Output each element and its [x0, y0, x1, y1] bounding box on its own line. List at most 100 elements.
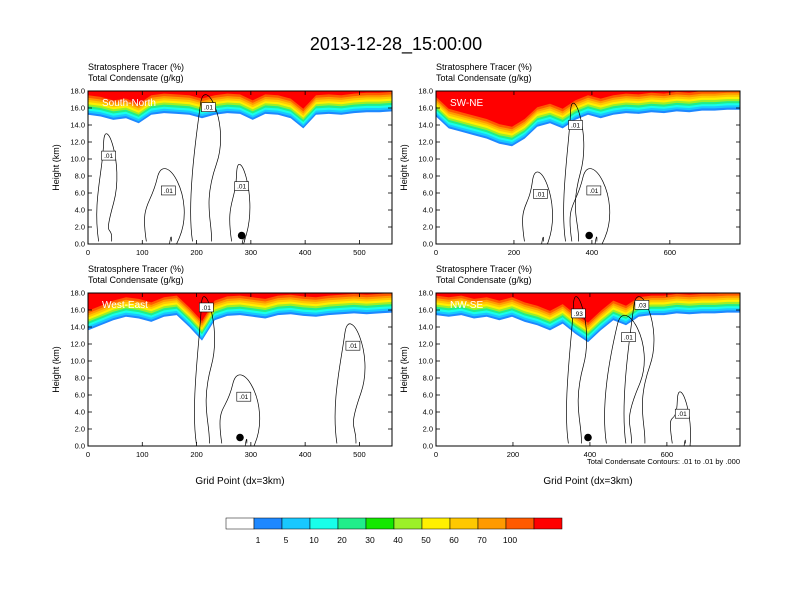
x-tick-label: 200 — [507, 450, 520, 459]
contour-note: Total Condensate Contours: .01 to .01 by… — [587, 457, 740, 466]
y-tick-label: 10.0 — [70, 357, 85, 366]
contour-label-box — [161, 185, 176, 196]
contour-label-box — [345, 340, 361, 351]
field-label-condensate: Total Condensate (g/kg) — [436, 73, 532, 83]
y-axis-label: Height (km) — [51, 346, 61, 393]
y-tick-label: 14.0 — [70, 323, 85, 332]
contour-label: .01 — [202, 305, 211, 312]
field-label-tracer: Stratosphere Tracer (%) — [88, 62, 184, 72]
y-tick-label: 8.0 — [75, 374, 85, 383]
y-tick-label: 12.0 — [418, 138, 433, 147]
condensate-contour-line — [96, 133, 118, 242]
tracer-field — [88, 91, 392, 244]
x-tick-label: 0 — [86, 450, 90, 459]
x-tick-label: 600 — [661, 450, 674, 459]
plot-background — [88, 293, 392, 446]
x-tick-label: 0 — [434, 450, 438, 459]
y-tick-label: 2.0 — [75, 223, 85, 232]
x-tick-label: 100 — [136, 450, 149, 459]
plot-area-south-north: .01 .01 .01 .01 South-North 0.0 2.0 4.0 6.0 8.0 10… — [51, 87, 393, 257]
colorbar-swatch — [281, 517, 311, 530]
contour-label: .93 — [574, 311, 583, 318]
contour-label: .01 — [239, 394, 248, 401]
y-tick-label: 6.0 — [423, 391, 433, 400]
condensate-contour-line — [566, 296, 587, 444]
contour-label-box — [236, 391, 252, 402]
x-axis-label: Grid Point (dx=3km) — [543, 476, 632, 487]
condensate-contour-line — [144, 168, 185, 244]
y-tick-label: 4.0 — [423, 408, 433, 417]
colorbar-label: 100 — [503, 535, 517, 545]
condensate-contour-line — [522, 171, 553, 244]
field-label-tracer: Stratosphere Tracer (%) — [436, 264, 532, 274]
tracer-band-7 — [88, 293, 392, 326]
panel-name: West-East — [102, 300, 148, 311]
y-tick-label: 10.0 — [418, 155, 433, 164]
y-tick-label: 0.0 — [75, 240, 85, 249]
colorbar-swatch — [533, 517, 563, 530]
colorbar-label: 50 — [421, 535, 431, 545]
condensate-contour-line — [604, 315, 645, 444]
colorbar-label: 5 — [284, 535, 289, 545]
panel-south-north: Stratosphere Tracer (%) Total Condensate… — [51, 62, 393, 257]
y-tick-label: 2.0 — [423, 223, 433, 232]
contour-label-box — [571, 308, 586, 319]
colorbar: 1 5 10 20 30 40 50 60 70 100 — [225, 517, 563, 545]
y-tick-label: 6.0 — [423, 189, 433, 198]
y-tick-label: 8.0 — [75, 172, 85, 181]
colorbar-swatch — [309, 517, 339, 530]
y-tick-label: 4.0 — [423, 206, 433, 215]
contour-label: .01 — [164, 188, 173, 195]
y-tick-label: 18.0 — [418, 87, 433, 96]
y-tick-label: 2.0 — [423, 425, 433, 434]
contour-label-box — [201, 102, 216, 112]
contour-label: .01 — [624, 335, 633, 342]
location-marker — [585, 231, 593, 240]
panel-sw-ne: Stratosphere Tracer (%) Total Condensate… — [399, 62, 741, 257]
x-tick-label: 100 — [136, 248, 149, 257]
x-tick-label: 0 — [86, 248, 90, 257]
colorbar-swatch — [421, 517, 451, 530]
y-tick-label: 4.0 — [75, 206, 85, 215]
x-tick-label: 400 — [299, 248, 312, 257]
x-tick-label: 200 — [508, 248, 521, 257]
plot-area-west-east: .01 .01 .01 West-East 0.0 2.0 4.0 6.0 8.0 10.0 12.… — [51, 289, 393, 487]
contour-label: .01 — [571, 123, 580, 130]
y-tick-label: 14.0 — [418, 323, 433, 332]
tracer-band-9 — [88, 91, 392, 109]
contour-label-box — [568, 120, 583, 130]
y-tick-label: 14.0 — [418, 121, 433, 130]
condensate-contour-line — [190, 94, 221, 242]
y-tick-label: 4.0 — [75, 408, 85, 417]
x-tick-label: 300 — [245, 450, 258, 459]
colorbar-swatch — [225, 517, 255, 530]
y-tick-label: 0.0 — [75, 442, 85, 451]
y-tick-label: 6.0 — [75, 391, 85, 400]
contour-label-box — [533, 189, 548, 199]
colorbar-swatch — [365, 517, 395, 530]
tracer-field — [436, 91, 740, 244]
y-tick-label: 18.0 — [418, 289, 433, 298]
plot-frame — [87, 292, 393, 447]
field-label-tracer: Stratosphere Tracer (%) — [88, 264, 184, 274]
condensate-contours — [522, 102, 610, 244]
figure-title: 2013-12-28_15:00:00 — [310, 34, 482, 55]
y-tick-label: 8.0 — [423, 172, 433, 181]
x-tick-label: 0 — [434, 248, 438, 257]
colorbar-label: 10 — [309, 535, 319, 545]
y-tick-label: 18.0 — [70, 289, 85, 298]
y-tick-label: 16.0 — [418, 306, 433, 315]
field-label-tracer: Stratosphere Tracer (%) — [436, 62, 532, 72]
panel-name: SW-NE — [450, 98, 483, 109]
y-axis-label: Height (km) — [399, 346, 409, 393]
field-label-condensate: Total Condensate (g/kg) — [88, 275, 184, 285]
condensate-contour-line — [563, 102, 585, 242]
contour-label-box — [101, 150, 116, 161]
condensate-contours — [96, 94, 251, 244]
y-tick-label: 10.0 — [70, 155, 85, 164]
contour-label: .03 — [637, 302, 646, 309]
x-tick-label: 500 — [353, 450, 366, 459]
colorbar-label: 40 — [393, 535, 403, 545]
contour-label: .01 — [589, 188, 598, 195]
x-axis-label: Grid Point (dx=3km) — [195, 476, 284, 487]
